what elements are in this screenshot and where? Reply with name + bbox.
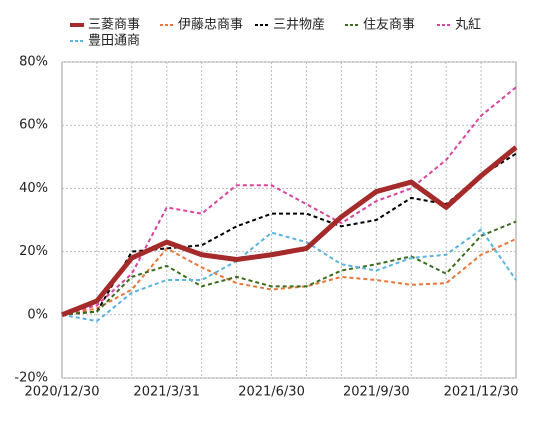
y-tick-label: -20% bbox=[14, 371, 48, 386]
y-tick-label: 20% bbox=[19, 244, 48, 259]
y-tick-label: 80% bbox=[19, 55, 48, 70]
series-line bbox=[61, 220, 517, 316]
y-tick-label: 60% bbox=[19, 118, 48, 133]
legend-label: 三菱商事 bbox=[88, 18, 140, 33]
legend-label: 伊藤忠商事 bbox=[178, 18, 243, 33]
legend-label: 豊田通商 bbox=[88, 34, 140, 49]
series-line bbox=[61, 228, 517, 323]
x-tick-label: 2020/12/30 bbox=[25, 385, 100, 400]
legend-label: 丸紅 bbox=[455, 18, 481, 33]
legend-label: 三井物産 bbox=[273, 17, 325, 33]
x-tick-label: 2021/3/31 bbox=[133, 385, 200, 400]
x-tick-label: 2021/12/30 bbox=[444, 385, 519, 400]
series-line bbox=[61, 238, 517, 316]
legend-label: 住友商事 bbox=[363, 17, 415, 33]
y-tick-label: 40% bbox=[19, 181, 48, 196]
plot-frame bbox=[61, 61, 517, 379]
x-tick-label: 2021/6/30 bbox=[238, 385, 305, 400]
series-line bbox=[61, 145, 518, 318]
x-tick-label: 2021/9/30 bbox=[343, 385, 410, 400]
series-line bbox=[61, 86, 517, 316]
y-tick-label: 0% bbox=[27, 307, 48, 322]
